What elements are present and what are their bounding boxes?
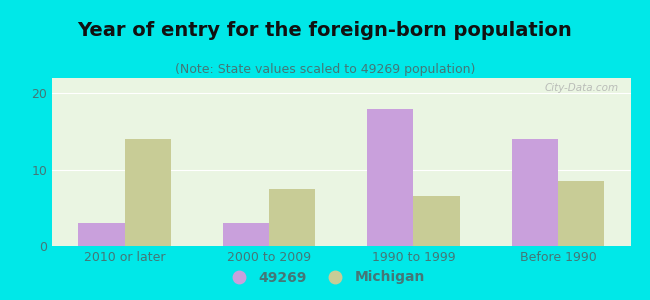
- Text: City-Data.com: City-Data.com: [545, 83, 619, 93]
- Text: Year of entry for the foreign-born population: Year of entry for the foreign-born popul…: [77, 21, 573, 40]
- Bar: [125, 139, 171, 246]
- Bar: [413, 196, 460, 246]
- Legend: 49269, Michigan: 49269, Michigan: [220, 265, 430, 290]
- Text: (Note: State values scaled to 49269 population): (Note: State values scaled to 49269 popu…: [175, 63, 475, 76]
- Bar: [78, 223, 125, 246]
- Bar: [269, 189, 315, 246]
- Bar: [512, 139, 558, 246]
- Bar: [367, 109, 413, 246]
- Bar: [223, 223, 269, 246]
- Bar: [558, 181, 605, 246]
